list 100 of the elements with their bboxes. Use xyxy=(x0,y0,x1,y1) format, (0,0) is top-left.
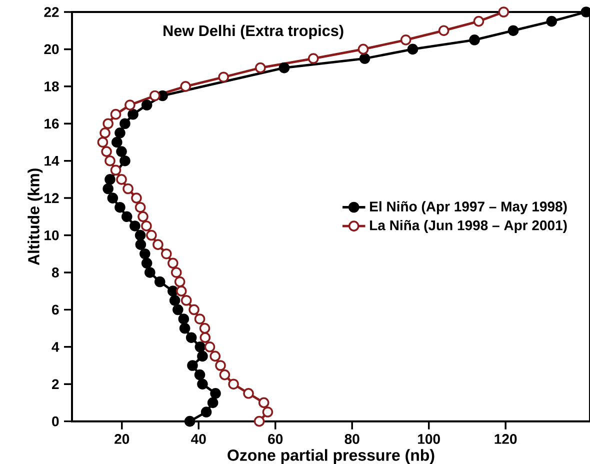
point xyxy=(262,406,274,418)
y-tick-label: 12 xyxy=(44,193,59,203)
point xyxy=(197,378,208,390)
point xyxy=(207,397,218,408)
point xyxy=(141,100,152,110)
point xyxy=(243,388,254,399)
point xyxy=(124,100,136,110)
point xyxy=(110,164,122,176)
point xyxy=(176,286,187,296)
point xyxy=(116,146,127,157)
point xyxy=(97,136,108,148)
point xyxy=(258,397,270,408)
point xyxy=(473,16,484,27)
point xyxy=(172,304,184,316)
point xyxy=(187,360,198,371)
point xyxy=(194,341,206,352)
point xyxy=(130,220,140,232)
legend-label: El Niño (Apr 1997 – May 1998) xyxy=(370,201,567,214)
y-tick-label: 14 xyxy=(44,156,60,166)
x-tick-label: 120 xyxy=(494,434,517,444)
point xyxy=(134,230,146,241)
point xyxy=(100,128,110,138)
point xyxy=(152,239,164,250)
point xyxy=(104,155,116,166)
point xyxy=(179,322,190,334)
point xyxy=(160,248,172,260)
point xyxy=(199,322,210,334)
point xyxy=(131,192,142,204)
point xyxy=(210,350,221,362)
point xyxy=(438,25,450,36)
point xyxy=(358,44,369,55)
point xyxy=(184,416,196,427)
point xyxy=(197,350,208,362)
point xyxy=(359,53,370,64)
x-tick-label: 60 xyxy=(268,434,283,444)
x-tick-label: 20 xyxy=(114,434,130,444)
point xyxy=(110,108,122,120)
point xyxy=(178,314,190,324)
x-tick-label: 100 xyxy=(418,434,440,444)
point xyxy=(149,90,160,102)
point xyxy=(144,267,156,278)
point xyxy=(254,62,266,74)
y-tick-label: 18 xyxy=(44,81,59,92)
point xyxy=(215,360,226,371)
point xyxy=(228,378,239,390)
point xyxy=(308,53,319,64)
point xyxy=(210,388,221,399)
point xyxy=(140,248,150,260)
legend-label: La Niña (Jun 1998 – Apr 2001) xyxy=(370,220,567,234)
point xyxy=(102,118,114,130)
point xyxy=(114,202,126,213)
point xyxy=(114,128,126,138)
x-tick-label: 40 xyxy=(191,434,206,444)
point xyxy=(174,276,186,288)
point xyxy=(101,146,112,157)
point xyxy=(278,62,290,74)
y-tick-label: 8 xyxy=(52,268,59,278)
point xyxy=(170,267,182,278)
point xyxy=(169,294,180,306)
y-tick-label: 22 xyxy=(44,7,59,17)
point xyxy=(134,202,146,213)
point xyxy=(116,174,127,185)
x-axis-title: Ozone partial pressure (nb) xyxy=(228,449,434,464)
point xyxy=(107,192,118,204)
point xyxy=(218,72,229,83)
point xyxy=(200,406,212,418)
x-tick-label: 80 xyxy=(344,434,360,444)
point xyxy=(141,220,152,232)
point xyxy=(498,6,510,18)
point xyxy=(200,332,211,343)
point xyxy=(400,34,412,46)
point xyxy=(204,341,216,352)
point xyxy=(254,416,265,427)
point xyxy=(180,81,191,92)
point xyxy=(128,108,138,120)
point xyxy=(186,332,197,343)
point xyxy=(168,258,178,269)
point xyxy=(168,286,178,296)
y-tick-label: 0 xyxy=(52,416,59,426)
y-axis-title: Altitude (km) xyxy=(28,168,43,266)
point xyxy=(219,369,230,380)
point xyxy=(111,136,122,148)
point xyxy=(138,211,148,222)
point xyxy=(122,183,134,194)
y-tick-label: 6 xyxy=(52,304,59,315)
point xyxy=(120,118,130,130)
point xyxy=(102,183,114,194)
point xyxy=(194,314,206,324)
point xyxy=(508,25,519,36)
point xyxy=(104,174,116,185)
point xyxy=(407,44,418,55)
point xyxy=(188,304,200,316)
text: New Delhi (Extra tropics) xyxy=(164,24,344,40)
point xyxy=(154,276,166,288)
y-tick-label: 4 xyxy=(52,342,60,352)
point xyxy=(546,16,558,27)
point xyxy=(194,369,206,380)
point xyxy=(469,34,480,46)
point xyxy=(146,230,157,241)
point xyxy=(120,155,130,166)
